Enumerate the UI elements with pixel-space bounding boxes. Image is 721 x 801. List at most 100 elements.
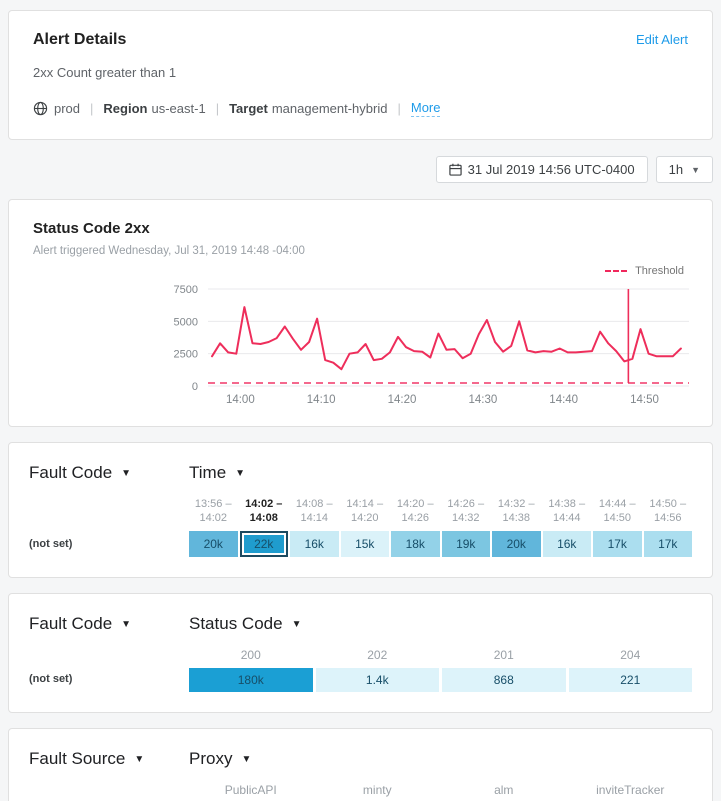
column-header: 14:20 – 14:26 [391, 497, 440, 525]
heatmap-cell[interactable]: 221 [568, 668, 692, 692]
heatmap-cell[interactable]: 16k [290, 531, 339, 557]
target-label: Target [229, 101, 268, 116]
column-header-line1: 14:32 – [497, 498, 535, 510]
breakdown-tables: Fault Code ▼ Time ▼ (not set) 13:56 – 14:02 14:… [8, 442, 713, 801]
column-header: 14:08 – 14:14 [290, 497, 339, 525]
col-dimension-select[interactable]: Time ▼ [189, 463, 245, 483]
meta-separator: | [90, 101, 94, 116]
column-header-line2: 14:50 [603, 512, 632, 524]
edit-alert-link[interactable]: Edit Alert [635, 32, 688, 47]
more-link[interactable]: More [410, 100, 441, 117]
col-dimension-select[interactable]: Status Code ▼ [189, 614, 301, 634]
duration-value: 1h [668, 162, 684, 177]
alert-meta-row: prod | Region us-east-1 | Target managem… [33, 100, 688, 117]
chevron-down-icon: ▼ [235, 467, 246, 479]
chart-legend: Threshold [33, 265, 684, 277]
duration-select[interactable]: 1h ▼ [655, 156, 713, 183]
column-header-line2: 14:14 [300, 512, 329, 524]
y-axis-tick-label: 7500 [174, 284, 198, 296]
heatmap-cell[interactable]: 16k [542, 531, 591, 557]
column-header-line2: 14:32 [451, 512, 480, 524]
heatmap-cell[interactable]: 20k [492, 531, 541, 557]
heatmap-cell[interactable]: 20k [189, 531, 238, 557]
row-dimension-label: Fault Code [29, 463, 113, 482]
x-axis-tick-label: 14:40 [549, 394, 578, 406]
status-code-line-chart[interactable]: 0 2500 5000 7500 14:00 14:10 14:20 14:30 14:40 14… [33, 279, 690, 413]
column-header-line2: 14:26 [401, 512, 430, 524]
heatmap-cell[interactable]: 180k [189, 668, 313, 692]
heatmap-cell[interactable]: 15k [340, 531, 389, 557]
dimension-selectors: Fault Code ▼ Time ▼ [29, 463, 692, 483]
datetime-picker-button[interactable]: 31 Jul 2019 14:56 UTC-0400 [435, 156, 648, 183]
breakdown-grid: PublicAPI minty alm inviteTracker [29, 783, 692, 797]
column-header-line2: 14:20 [350, 512, 379, 524]
x-axis-tick-label: 14:00 [226, 394, 255, 406]
col-dimension-label: Proxy [189, 749, 233, 768]
heatmap-cell[interactable]: 1.4k [315, 668, 439, 692]
row-label-column: (not set) [29, 648, 189, 692]
meta-separator: | [215, 101, 220, 116]
datetime-value: 31 Jul 2019 14:56 UTC-0400 [467, 162, 635, 177]
column-header-line1: 13:56 – [194, 498, 232, 510]
column-header-line1: 14:02 – [245, 498, 283, 510]
breakdown-card-2: Fault Source ▼ Proxy ▼ PublicAPI minty alm invi… [8, 728, 713, 801]
columns-area: 200 202 201 204 180k 1.4k 868 221 [189, 648, 692, 692]
heatmap-cell[interactable]: 22k [239, 531, 288, 557]
chart-title: Status Code 2xx [33, 220, 150, 237]
column-header-line1: 14:44 – [598, 498, 636, 510]
x-axis-tick-label: 14:10 [307, 394, 336, 406]
heatmap-cell[interactable]: 868 [442, 668, 566, 692]
column-header: minty [316, 783, 440, 797]
globe-icon [33, 101, 48, 116]
row-dimension-select[interactable]: Fault Code ▼ [29, 463, 189, 483]
column-header-line1: 202 [367, 648, 388, 662]
column-header: 14:14 – 14:20 [341, 497, 390, 525]
chevron-down-icon: ▼ [691, 164, 700, 175]
status-code-chart-card: Status Code 2xx Alert triggered Wednesda… [8, 199, 713, 427]
column-header: inviteTracker [569, 783, 693, 797]
col-dimension-select[interactable]: Proxy ▼ [189, 749, 251, 769]
breakdown-card-0: Fault Code ▼ Time ▼ (not set) 13:56 – 14:02 14:… [8, 442, 713, 578]
column-header: 14:50 – 14:56 [644, 497, 693, 525]
heatmap-cell[interactable]: 17k [593, 531, 642, 557]
row-label-column: (not set) [29, 497, 189, 557]
chart-subtitle: Alert triggered Wednesday, Jul 31, 2019 … [33, 245, 305, 257]
breakdown-card-1: Fault Code ▼ Status Code ▼ (not set) 200 202 20… [8, 593, 713, 713]
heatmap-cell[interactable]: 18k [391, 531, 440, 557]
column-header: 200 [189, 648, 313, 662]
row-label: (not set) [29, 538, 73, 550]
column-header: 204 [569, 648, 693, 662]
chevron-down-icon: ▼ [121, 467, 132, 479]
col-dimension-label: Time [189, 463, 227, 482]
alert-details-card: Alert Details Edit Alert 2xx Count great… [8, 10, 713, 140]
region-label: Region [103, 101, 148, 116]
column-header-line1: 14:20 – [396, 498, 434, 510]
column-header: 201 [442, 648, 566, 662]
time-toolbar: 31 Jul 2019 14:56 UTC-0400 1h ▼ [8, 156, 713, 183]
row-dimension-select[interactable]: Fault Source ▼ [29, 749, 189, 769]
x-axis-tick-label: 14:50 [630, 394, 659, 406]
column-header-line1: 14:38 – [548, 498, 586, 510]
heatmap-cell[interactable]: 17k [643, 531, 692, 557]
column-header-line2: 14:44 [552, 512, 581, 524]
column-header-line2: 14:38 [502, 512, 531, 524]
breakdown-grid: (not set) 200 202 201 204 180k 1.4k 868 221 [29, 648, 692, 692]
column-header-line1: inviteTracker [596, 783, 665, 797]
x-axis-tick-label: 14:20 [388, 394, 417, 406]
chevron-down-icon: ▼ [134, 753, 145, 765]
column-header: 14:32 – 14:38 [492, 497, 541, 525]
target-value: management-hybrid [271, 101, 388, 116]
row-dimension-select[interactable]: Fault Code ▼ [29, 614, 189, 634]
chevron-down-icon: ▼ [291, 618, 302, 630]
column-header-line1: 204 [620, 648, 641, 662]
column-header: PublicAPI [189, 783, 313, 797]
heatmap-cell[interactable]: 19k [441, 531, 490, 557]
heatmap-row: 180k 1.4k 868 221 [189, 668, 692, 692]
column-header: 14:26 – 14:32 [442, 497, 491, 525]
column-header-line1: 14:26 – [447, 498, 485, 510]
column-header: 14:38 – 14:44 [543, 497, 592, 525]
environment-value: prod [54, 101, 81, 116]
column-header-line2: 14:56 [653, 512, 682, 524]
meta-separator: | [397, 101, 401, 116]
